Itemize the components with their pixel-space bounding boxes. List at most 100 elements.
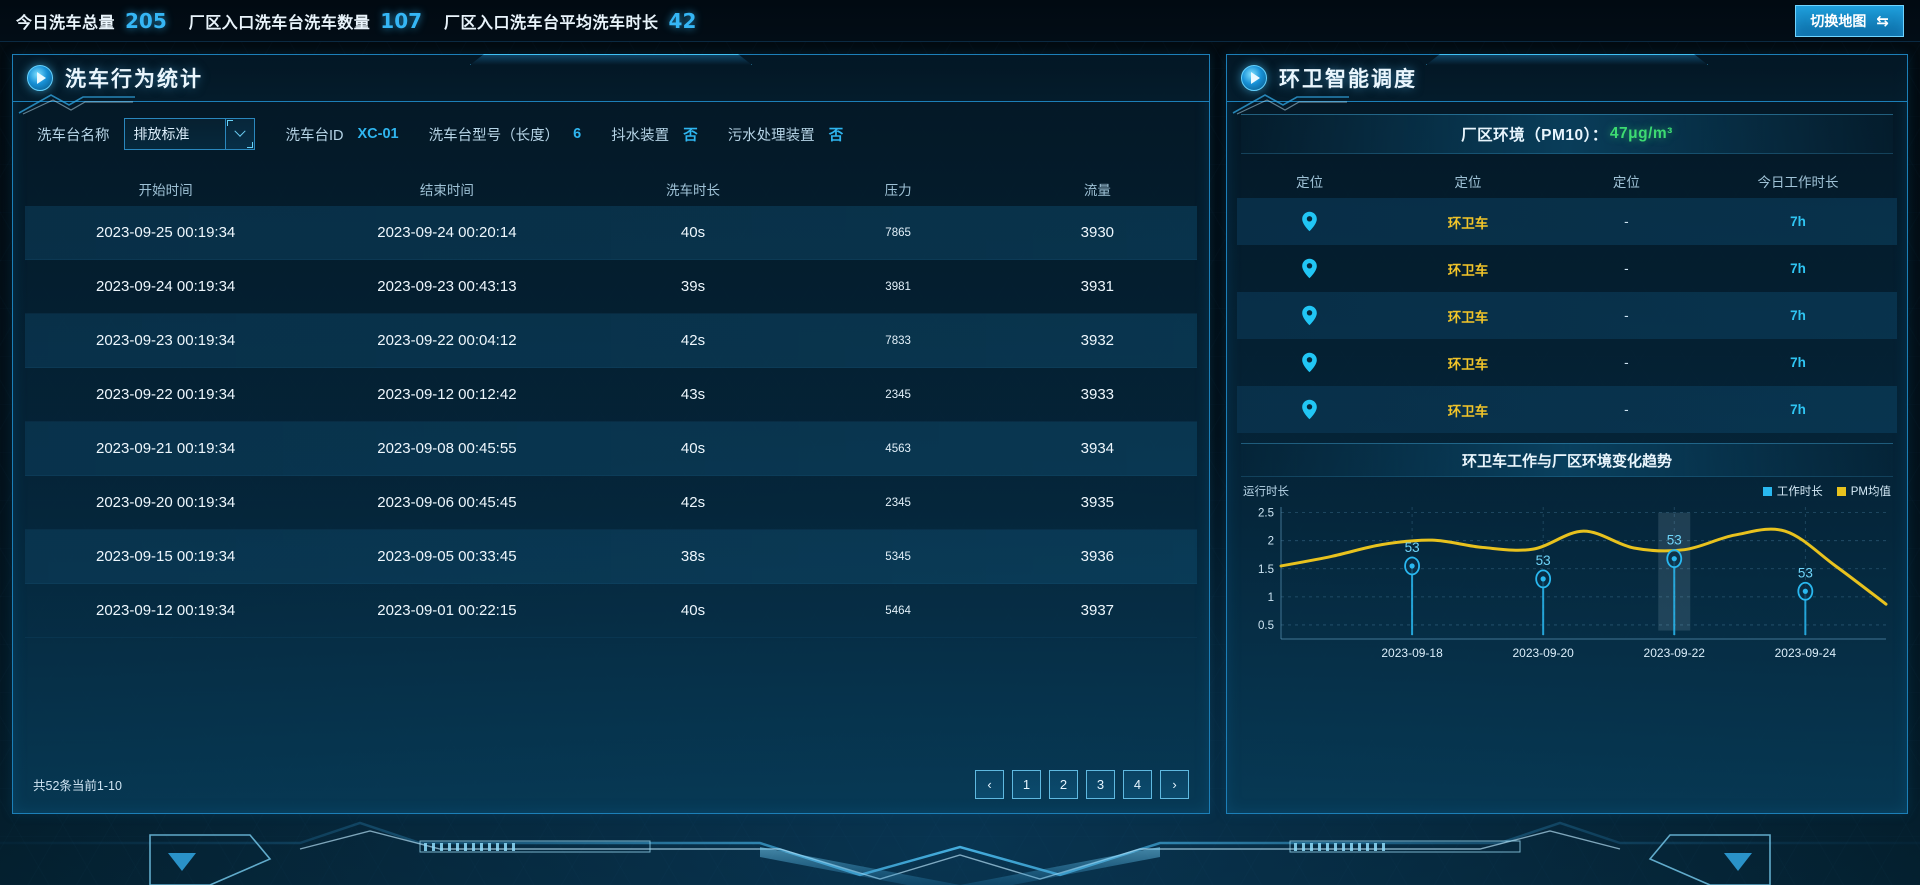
footer-hud-decoration <box>0 821 1920 885</box>
list-item[interactable]: 环卫车 - 7h <box>1237 292 1897 339</box>
location-value: - <box>1624 214 1629 229</box>
list-item[interactable]: 环卫车 - 7h <box>1237 198 1897 245</box>
column-header-duration: 洗车时长 <box>666 183 720 198</box>
cell-start-time: 2023-09-24 00:19:34 <box>95 278 236 295</box>
column-header-start-time: 开始时间 <box>138 183 193 198</box>
vehicle-name: 环卫车 <box>1447 309 1489 325</box>
vehicle-name: 环卫车 <box>1447 262 1489 278</box>
cell-pressure: 2345 <box>885 496 911 509</box>
kpi-item-2: 厂区入口洗车台平均洗车时长 42 <box>444 9 696 33</box>
svg-text:2023-09-18: 2023-09-18 <box>1381 646 1443 660</box>
location-cell[interactable] <box>1237 305 1382 326</box>
station-name-select[interactable]: 排放标准 <box>123 118 255 150</box>
table-row[interactable]: 2023-09-21 00:19:34 2023-09-08 00:45:55 … <box>25 422 1197 476</box>
location-value: - <box>1624 308 1629 323</box>
sanitation-vehicle-table: 定位 定位 定位 今日工作时长 环卫车 - 7h 环卫车 <box>1237 164 1897 433</box>
table-row[interactable]: 2023-09-22 00:19:34 2023-09-12 00:12:42 … <box>25 368 1197 422</box>
map-pin-icon <box>1302 211 1317 232</box>
sewage-value: 否 <box>828 127 844 144</box>
cell-duration: 40s <box>680 224 706 241</box>
kpi-value: 205 <box>125 8 167 33</box>
column-header-work-hours: 今日工作时长 <box>1757 175 1839 190</box>
chart-y-axis-label: 运行时长 <box>1243 486 1289 498</box>
cell-duration: 40s <box>680 602 706 619</box>
pagination-controls: ‹ 1 2 3 4 › <box>975 769 1189 799</box>
svg-text:1: 1 <box>1268 592 1274 604</box>
table-row[interactable]: 2023-09-15 00:19:34 2023-09-05 00:33:45 … <box>25 530 1197 584</box>
cell-duration: 42s <box>680 332 706 349</box>
header-corner-decoration <box>1232 94 1349 115</box>
sewage-label: 污水处理装置 <box>727 127 815 144</box>
cell-end-time: 2023-09-01 00:22:15 <box>377 602 517 619</box>
pm10-status-band: 厂区环境（PM10）： 47μg/m³ <box>1241 114 1893 154</box>
list-item[interactable]: 环卫车 - 7h <box>1237 386 1897 433</box>
cell-pressure: 5345 <box>885 550 911 563</box>
column-header-pressure: 压力 <box>884 183 912 198</box>
table-row[interactable]: 2023-09-20 00:19:34 2023-09-06 00:45:45 … <box>25 476 1197 530</box>
legend-label-work-hours: 工作时长 <box>1776 486 1823 498</box>
cell-start-time: 2023-09-22 00:19:34 <box>95 386 236 403</box>
kpi-label: 厂区入口洗车台平均洗车时长 <box>444 14 659 32</box>
pagination-next-button[interactable]: › <box>1160 769 1189 799</box>
cell-duration: 43s <box>680 386 706 403</box>
work-hours: 7h <box>1790 402 1806 417</box>
svg-text:53: 53 <box>1667 533 1682 548</box>
svg-text:2.5: 2.5 <box>1258 508 1274 520</box>
table-row[interactable]: 2023-09-24 00:19:34 2023-09-23 00:43:13 … <box>25 260 1197 314</box>
column-header-location-3: 定位 <box>1612 175 1640 190</box>
location-cell[interactable] <box>1237 352 1382 373</box>
column-header-location-2: 定位 <box>1454 175 1482 190</box>
table-row[interactable]: 2023-09-25 00:19:34 2023-09-24 00:20:14 … <box>25 206 1197 260</box>
cell-start-time: 2023-09-15 00:19:34 <box>95 548 236 565</box>
svg-text:1.5: 1.5 <box>1258 564 1274 576</box>
swap-arrows-icon: ⇆ <box>1876 12 1889 30</box>
pagination-prev-button[interactable]: ‹ <box>975 769 1004 799</box>
pagination-page-4[interactable]: 4 <box>1123 769 1152 799</box>
cell-pressure: 7865 <box>885 226 911 239</box>
trend-chart: 运行时长 工作时长 PM均值 0.5 1 1.5 2 2.5 2023-09-18 2023… <box>1241 483 1897 668</box>
chart-canvas: 0.5 1 1.5 2 2.5 2023-09-18 2023-09-20 2023-09-2… <box>1258 507 1888 660</box>
model-label: 洗车台型号（长度） <box>428 127 560 144</box>
location-cell[interactable] <box>1237 258 1382 279</box>
right-panel-header: 环卫智能调度 <box>1227 55 1907 115</box>
list-item[interactable]: 环卫车 - 7h <box>1237 339 1897 386</box>
legend-item-work-hours[interactable]: 工作时长 <box>1762 483 1823 499</box>
filter-model: 洗车台型号（长度） 6 <box>429 124 582 145</box>
station-name-label: 洗车台名称 <box>37 127 110 144</box>
kpi-list: 今日洗车总量 205 厂区入口洗车台洗车数量 107 厂区入口洗车台平均洗车时长… <box>0 9 718 33</box>
table-row[interactable]: 2023-09-12 00:19:34 2023-09-01 00:22:15 … <box>25 584 1197 638</box>
chevron-down-icon[interactable] <box>224 118 255 150</box>
station-id-value: XC-01 <box>357 126 399 142</box>
cell-pressure: 3981 <box>885 280 911 293</box>
svg-text:0.5: 0.5 <box>1258 620 1274 632</box>
cell-start-time: 2023-09-25 00:19:34 <box>95 224 236 241</box>
list-item[interactable]: 环卫车 - 7h <box>1237 245 1897 292</box>
table-row[interactable]: 2023-09-23 00:19:34 2023-09-22 00:04:12 … <box>25 314 1197 368</box>
column-header-end-time: 结束时间 <box>419 183 474 198</box>
kpi-item-0: 今日洗车总量 205 <box>16 9 167 33</box>
svg-text:2023-09-22: 2023-09-22 <box>1644 646 1706 660</box>
location-cell[interactable] <box>1237 399 1382 420</box>
shake-label: 抖水装置 <box>611 127 670 144</box>
cell-end-time: 2023-09-23 00:43:13 <box>377 278 517 295</box>
cell-flow: 3930 <box>1080 224 1115 241</box>
cell-duration: 42s <box>680 494 706 511</box>
work-hours: 7h <box>1790 355 1806 370</box>
play-triangle-icon <box>27 65 53 91</box>
chart-title: 环卫车工作与厂区环境变化趋势 <box>1241 443 1893 477</box>
filter-sewage-device: 污水处理装置 否 <box>728 124 844 145</box>
work-hours: 7h <box>1790 214 1806 229</box>
svg-text:53: 53 <box>1536 553 1551 568</box>
location-cell[interactable] <box>1237 211 1382 232</box>
svg-text:53: 53 <box>1798 565 1813 580</box>
pagination-page-2[interactable]: 2 <box>1049 769 1078 799</box>
svg-text:53: 53 <box>1405 540 1420 555</box>
pm10-value: 47μg/m³ <box>1609 125 1673 142</box>
legend-item-pm-avg[interactable]: PM均值 <box>1836 483 1891 499</box>
pagination-page-1[interactable]: 1 <box>1012 769 1041 799</box>
filter-bar: 洗车台名称 排放标准 洗车台ID XC-01 洗车台型号（长度） 6 抖水装置 … <box>13 102 1209 158</box>
cell-pressure: 2345 <box>885 388 911 401</box>
pagination-page-3[interactable]: 3 <box>1086 769 1115 799</box>
switch-map-button[interactable]: 切换地图 ⇆ <box>1795 5 1904 37</box>
table-header-row: 开始时间 结束时间 洗车时长 压力 流量 <box>25 172 1197 206</box>
